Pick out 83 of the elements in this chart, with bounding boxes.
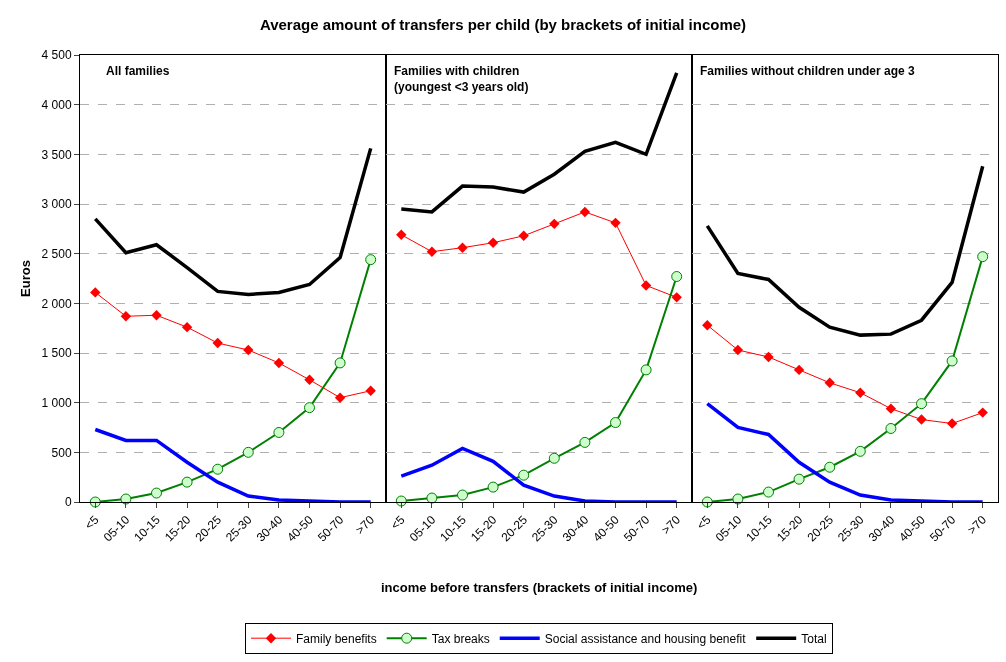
annotation: Families without children under age 3 <box>700 64 916 78</box>
point <box>396 229 407 240</box>
y-tick-label: 2 500 <box>41 246 72 261</box>
point <box>151 310 162 321</box>
point <box>610 417 621 429</box>
point <box>579 206 591 218</box>
legend-label: Tax breaks <box>431 631 490 646</box>
legend-label: Total <box>801 631 827 646</box>
point <box>885 422 897 434</box>
point <box>885 403 897 414</box>
point <box>702 319 713 331</box>
point <box>855 387 866 398</box>
point <box>763 351 774 363</box>
y-tick-label: 0 <box>64 495 72 510</box>
point <box>457 489 468 501</box>
legend-label: Social assistance and housing benefit <box>544 631 747 646</box>
point <box>181 321 193 333</box>
point <box>671 292 682 303</box>
point <box>640 280 652 291</box>
point <box>916 398 927 410</box>
x-axis-title: income before transfers (brackets of initial income) <box>381 580 698 595</box>
point <box>793 364 805 376</box>
point <box>90 287 101 298</box>
point <box>334 392 346 403</box>
point <box>487 481 499 493</box>
point <box>824 461 836 473</box>
annotation: Families with children (youngest <3 years old) <box>394 64 529 94</box>
line-series <box>93 427 373 502</box>
point <box>242 446 254 458</box>
point <box>946 355 958 367</box>
y-tick-label: 4 500 <box>41 48 72 63</box>
point <box>365 254 377 266</box>
x-tick-label: >70 <box>658 512 684 538</box>
point <box>518 230 529 241</box>
point <box>273 357 285 369</box>
x-tick-label: <5 <box>388 512 408 533</box>
y-tick-label: 1 500 <box>41 346 72 361</box>
annotation: All families <box>106 64 170 78</box>
y-tick-label: 3 000 <box>41 197 72 212</box>
point <box>548 452 560 464</box>
point <box>243 344 254 356</box>
y-tick-label: 1 000 <box>41 395 72 410</box>
point <box>610 217 621 229</box>
y-tick-label: 500 <box>51 445 72 460</box>
point <box>763 486 774 498</box>
x-tick-label: >70 <box>964 512 990 538</box>
point <box>916 414 927 425</box>
point <box>181 476 193 488</box>
point <box>977 407 988 418</box>
point <box>304 402 315 414</box>
point <box>334 357 346 369</box>
point <box>212 463 224 475</box>
point <box>854 445 866 457</box>
point <box>151 487 162 499</box>
y-tick-label: 2 000 <box>41 296 72 311</box>
y-tick-label: 3 500 <box>41 147 72 162</box>
line-series <box>93 146 373 297</box>
text: Average amount of transfers per child (by brackets of initial income) <box>259 16 747 34</box>
point <box>640 364 652 376</box>
point <box>549 218 560 230</box>
point <box>824 377 835 388</box>
point <box>732 344 744 356</box>
point <box>579 436 591 448</box>
point <box>457 242 468 253</box>
point <box>793 473 805 485</box>
point <box>946 418 958 429</box>
point <box>365 385 376 396</box>
y-axis-title: Euros <box>17 260 33 297</box>
point <box>426 246 438 257</box>
point <box>671 271 683 283</box>
y-tick-label: 4 000 <box>41 97 72 112</box>
point <box>977 251 989 263</box>
point <box>273 426 285 438</box>
legend-label: Family benefits <box>296 631 377 646</box>
x-tick-label: >70 <box>352 512 378 538</box>
point <box>426 492 438 504</box>
point <box>120 311 132 322</box>
point <box>518 469 530 481</box>
point <box>304 374 315 386</box>
point <box>487 237 499 248</box>
x-tick-label: <5 <box>82 512 102 533</box>
point <box>212 337 223 349</box>
x-tick-label: <5 <box>694 512 714 533</box>
